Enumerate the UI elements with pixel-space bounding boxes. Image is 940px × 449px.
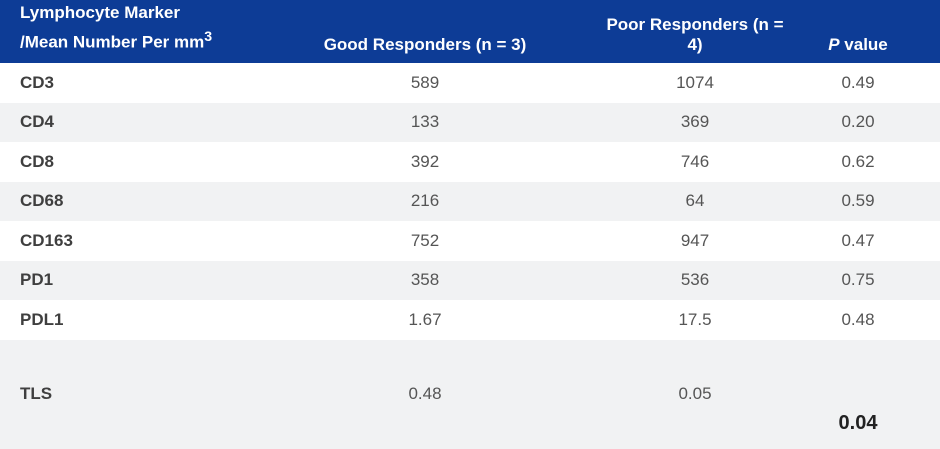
- header-p-rest: value: [839, 35, 888, 54]
- table-row: CD8 392 746 0.62: [0, 142, 940, 182]
- p-value-cell: 0.48: [841, 309, 875, 329]
- header-col1-superscript: 3: [204, 29, 213, 46]
- table-header: Lymphocyte Marker/Mean Number Per mm3 Go…: [0, 0, 940, 63]
- header-col1-line2: /Mean Number Per mm: [20, 33, 205, 52]
- p-value-cell: 0.59: [841, 191, 875, 211]
- poor-responders-cell: 1074: [676, 72, 714, 92]
- table-row: CD4 133 369 0.20: [0, 102, 940, 142]
- poor-responders-cell: 0.05: [678, 384, 712, 403]
- p-value-cell: 0.47: [841, 230, 875, 250]
- p-value-cell-significant: 0.04: [838, 411, 878, 434]
- marker-cell: CD163: [20, 230, 73, 250]
- p-value-cell: 0.75: [841, 270, 875, 290]
- p-value-cell: 0.49: [841, 72, 875, 92]
- p-value-cell: 0.62: [841, 151, 875, 171]
- poor-responders-cell: 746: [680, 151, 710, 171]
- table-row: CD163 752 947 0.47: [0, 221, 940, 261]
- good-responders-cell: 752: [410, 230, 440, 250]
- table-body: CD3 589 1074 0.49 CD4 133 369 0.20 CD8 3…: [0, 63, 940, 449]
- good-responders-cell: 216: [410, 191, 440, 211]
- poor-responders-cell: 17.5: [678, 309, 712, 329]
- header-good-responders: Good Responders (n = 3): [323, 35, 527, 54]
- header-lymphocyte-marker: Lymphocyte Marker/Mean Number Per mm3: [0, 0, 250, 63]
- good-responders-cell: 133: [410, 112, 440, 132]
- marker-cell: PDL1: [20, 309, 64, 329]
- table-row: PDL1 1.67 17.5 0.48: [0, 300, 940, 340]
- good-responders-cell: 1.67: [408, 309, 442, 329]
- table-row: PD1 358 536 0.75: [0, 260, 940, 300]
- table-row: CD68 216 64 0.59: [0, 181, 940, 221]
- good-responders-cell: 0.48: [408, 384, 442, 403]
- good-responders-cell: 358: [410, 270, 440, 290]
- poor-responders-cell: 536: [680, 270, 710, 290]
- poor-responders-cell: 369: [680, 112, 710, 132]
- header-col1-line1: Lymphocyte Marker: [20, 3, 180, 23]
- table-row-tls: TLS 0.48 0.05 0.04: [0, 339, 940, 449]
- marker-cell: CD8: [20, 151, 55, 171]
- p-value-cell: 0.20: [841, 112, 875, 132]
- good-responders-cell: 589: [410, 72, 440, 92]
- header-p-value: P value: [790, 0, 940, 63]
- poor-responders-cell: 947: [680, 230, 710, 250]
- marker-cell: CD4: [20, 112, 55, 132]
- good-responders-cell: 392: [410, 151, 440, 171]
- poor-responders-cell: 64: [685, 191, 705, 211]
- marker-cell: TLS: [20, 384, 53, 403]
- header-poor-responders: Poor Responders (n = 4): [606, 15, 784, 54]
- header-row: Lymphocyte Marker/Mean Number Per mm3 Go…: [0, 0, 940, 63]
- marker-cell: CD68: [20, 191, 64, 211]
- marker-cell: PD1: [20, 270, 54, 290]
- marker-cell: CD3: [20, 72, 55, 92]
- header-p-italic: P: [828, 35, 840, 54]
- table-row: CD3 589 1074 0.49: [0, 63, 940, 103]
